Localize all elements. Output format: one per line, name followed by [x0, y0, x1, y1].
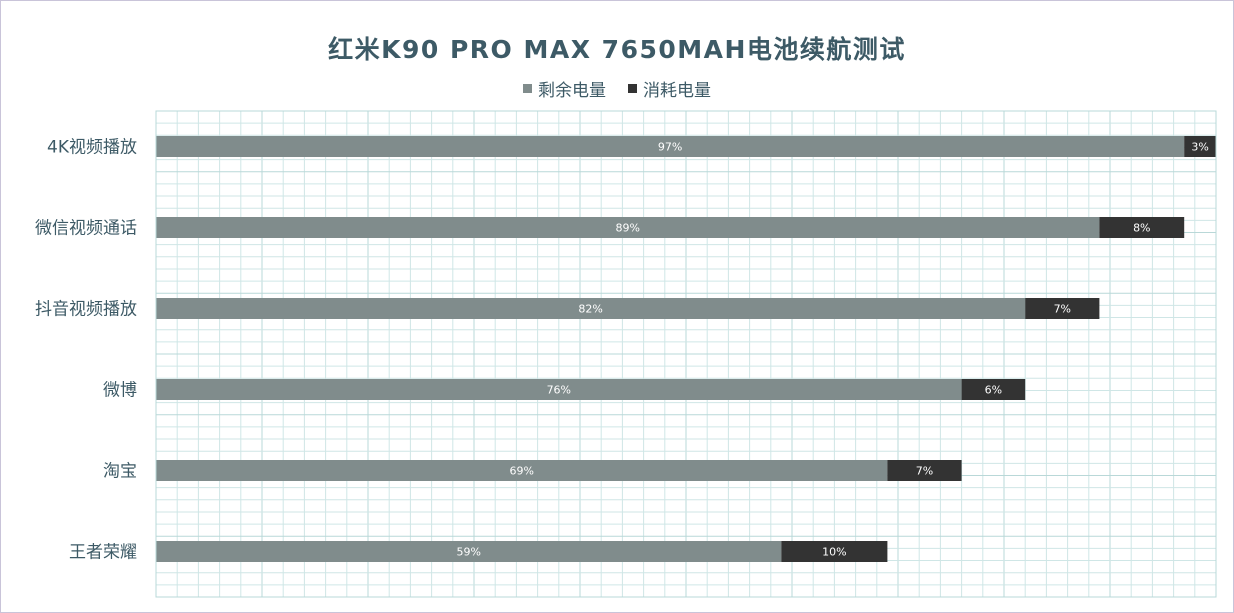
bar-segment-remaining: [156, 217, 1100, 238]
data-label-consumed: 7%: [1054, 303, 1071, 316]
data-label-remaining: 82%: [578, 303, 602, 316]
legend-swatch-remaining: [523, 84, 532, 93]
data-label-consumed: 3%: [1191, 141, 1208, 154]
legend-swatch-consumed: [628, 84, 637, 93]
data-label-remaining: 97%: [658, 141, 682, 154]
category-label: 王者荣耀: [69, 543, 137, 563]
legend-item-consumed: 消耗电量: [628, 76, 711, 101]
category-label: 4K视频播放: [47, 138, 137, 158]
category-label: 微博: [103, 381, 137, 401]
bar-segment-remaining: [156, 136, 1185, 157]
bar-segment-remaining: [156, 460, 888, 481]
bar-segment-consumed: [1099, 217, 1185, 238]
chart-legend: 剩余电量 消耗电量: [0, 76, 1234, 101]
bar-segment-consumed: [1025, 298, 1100, 319]
legend-label-consumed: 消耗电量: [643, 81, 711, 101]
bar-segment-remaining: [156, 541, 782, 562]
data-label-consumed: 10%: [822, 546, 846, 559]
chart-title: 红米K90 PRO MAX 7650MAH电池续航测试: [328, 35, 906, 64]
data-label-remaining: 69%: [509, 465, 533, 478]
bar-segment-consumed: [781, 541, 888, 562]
data-label-remaining: 89%: [615, 222, 639, 235]
data-label-remaining: 76%: [547, 384, 571, 397]
data-label-remaining: 59%: [456, 546, 480, 559]
category-label: 微信视频通话: [35, 219, 137, 239]
bar-segment-remaining: [156, 379, 962, 400]
plot-area-border: [155, 110, 1217, 598]
legend-label-remaining: 剩余电量: [538, 81, 606, 101]
bar-segment-remaining: [156, 298, 1026, 319]
legend-item-remaining: 剩余电量: [523, 76, 606, 101]
bar-segment-consumed: [961, 379, 1026, 400]
data-label-consumed: 8%: [1133, 222, 1150, 235]
category-label: 抖音视频播放: [35, 300, 137, 320]
bar-segment-consumed: [887, 460, 962, 481]
category-label: 淘宝: [103, 462, 137, 482]
data-label-consumed: 6%: [985, 384, 1002, 397]
data-label-consumed: 7%: [916, 465, 933, 478]
bar-segment-consumed: [1184, 136, 1216, 157]
